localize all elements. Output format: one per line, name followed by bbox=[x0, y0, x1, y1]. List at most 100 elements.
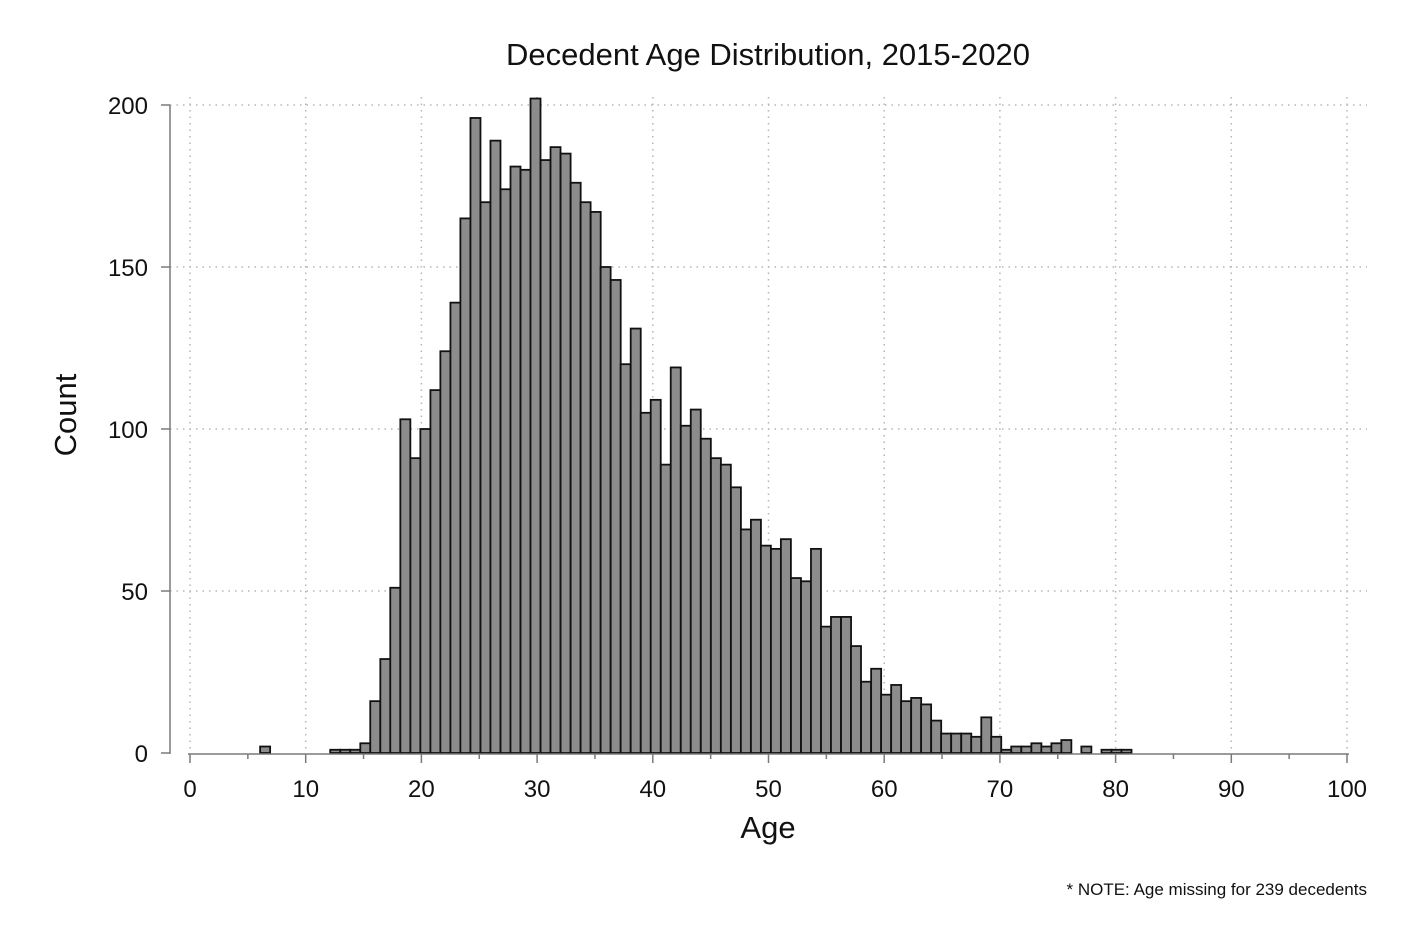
histogram-bar bbox=[609, 279, 622, 754]
histogram-bar bbox=[349, 748, 362, 754]
histogram-bars bbox=[259, 97, 1133, 754]
histogram-bar bbox=[1010, 745, 1023, 754]
histogram-bar bbox=[569, 181, 582, 754]
histogram-bar bbox=[820, 625, 832, 754]
histogram-bar bbox=[449, 301, 462, 754]
histogram-bar bbox=[1110, 748, 1123, 754]
histogram-bar bbox=[459, 217, 472, 754]
histogram-bar bbox=[359, 742, 372, 754]
histogram-bar bbox=[469, 117, 482, 754]
histogram-bar bbox=[399, 418, 412, 754]
histogram-bar bbox=[1020, 745, 1033, 754]
x-tick-label: 20 bbox=[408, 776, 435, 803]
x-tick-label: 50 bbox=[755, 776, 782, 803]
histogram-bar bbox=[850, 645, 862, 754]
histogram-bar bbox=[689, 408, 702, 754]
histogram-bar bbox=[339, 748, 352, 754]
histogram-bar bbox=[750, 518, 762, 754]
histogram-bar bbox=[599, 266, 612, 754]
histogram-bar bbox=[509, 165, 522, 754]
histogram-bar bbox=[649, 398, 662, 754]
histogram-bar bbox=[960, 732, 973, 754]
histogram-bar bbox=[489, 139, 502, 754]
histogram-bar bbox=[259, 745, 272, 754]
x-tick-label: 90 bbox=[1218, 776, 1245, 803]
histogram-bar bbox=[719, 463, 732, 754]
histogram-bar bbox=[1000, 748, 1013, 754]
histogram-bar bbox=[329, 748, 342, 754]
x-tick-label: 60 bbox=[871, 776, 898, 803]
x-tick-label: 80 bbox=[1102, 776, 1129, 803]
histogram-bar bbox=[729, 486, 742, 754]
histogram-bar bbox=[779, 538, 792, 754]
histogram-bar bbox=[880, 693, 892, 754]
histogram-bar bbox=[1040, 745, 1053, 754]
histogram-bar bbox=[910, 697, 923, 754]
chart-title: Decedent Age Distribution, 2015-2020 bbox=[506, 37, 1030, 72]
histogram-bar bbox=[890, 684, 903, 754]
y-tick-label: 100 bbox=[108, 417, 148, 444]
y-tick-label: 0 bbox=[135, 741, 148, 768]
histogram-bar bbox=[1120, 748, 1133, 754]
histogram-bar bbox=[1100, 748, 1113, 754]
histogram-bar bbox=[519, 168, 532, 754]
histogram-bar bbox=[990, 735, 1003, 754]
missing-age-note: * NOTE: Age missing for 239 decedents bbox=[1066, 880, 1368, 899]
histogram-bar bbox=[579, 201, 592, 754]
histogram-bar bbox=[1030, 742, 1043, 754]
histogram-bar bbox=[409, 457, 422, 754]
y-tick-label: 200 bbox=[108, 93, 148, 120]
histogram-bar bbox=[1060, 739, 1073, 754]
x-tick-label: 70 bbox=[987, 776, 1014, 803]
x-tick-label: 30 bbox=[524, 776, 551, 803]
histogram-bar bbox=[419, 428, 432, 754]
histogram-bar bbox=[1050, 742, 1063, 754]
histogram-bar bbox=[870, 667, 883, 754]
x-tick-label: 40 bbox=[639, 776, 666, 803]
histogram-bar bbox=[790, 577, 802, 754]
histogram-bar bbox=[739, 528, 752, 754]
histogram-bar bbox=[920, 703, 933, 754]
histogram-bar bbox=[770, 547, 782, 754]
histogram-bar bbox=[900, 700, 913, 754]
histogram-bar bbox=[699, 437, 712, 754]
x-tick-label: 0 bbox=[183, 776, 196, 803]
histogram-bar bbox=[369, 700, 382, 754]
histogram-bar bbox=[539, 159, 552, 754]
y-tick-label: 50 bbox=[121, 579, 148, 606]
histogram-bar bbox=[950, 732, 963, 754]
histogram-bar bbox=[439, 350, 452, 754]
histogram-bar bbox=[709, 457, 722, 754]
histogram-bar bbox=[970, 735, 983, 754]
histogram-bar bbox=[389, 586, 402, 754]
histogram-bar bbox=[629, 327, 642, 754]
histogram-bar bbox=[1080, 745, 1093, 754]
histogram-bar bbox=[549, 146, 562, 754]
histogram-bar bbox=[429, 389, 442, 754]
histogram-bar bbox=[559, 152, 572, 754]
histogram-bar bbox=[589, 211, 602, 754]
histogram-bar bbox=[499, 188, 512, 754]
x-tick-label: 100 bbox=[1327, 776, 1367, 803]
histogram-bar bbox=[669, 366, 682, 754]
histogram-bar bbox=[860, 680, 872, 754]
y-axis-label: Count bbox=[48, 373, 83, 456]
histogram-bar bbox=[830, 616, 842, 754]
x-tick-label: 10 bbox=[292, 776, 319, 803]
histogram-bar bbox=[379, 658, 392, 754]
x-axis-label: Age bbox=[740, 810, 795, 845]
histogram-bar bbox=[619, 363, 632, 754]
histogram-bar bbox=[659, 463, 672, 754]
histogram-bar bbox=[759, 544, 772, 754]
histogram-bar bbox=[840, 616, 852, 754]
histogram-bar bbox=[980, 716, 993, 754]
histogram-bar bbox=[679, 424, 692, 754]
axes: 0 50 100 150 200 0 10 20 30 40 50 60 70 80 90 100 bbox=[108, 93, 1367, 803]
histogram-bar bbox=[810, 547, 822, 754]
histogram-bar bbox=[529, 97, 542, 754]
histogram-bar bbox=[940, 732, 953, 754]
histogram-bar bbox=[930, 719, 943, 754]
y-tick-label: 150 bbox=[108, 255, 148, 282]
